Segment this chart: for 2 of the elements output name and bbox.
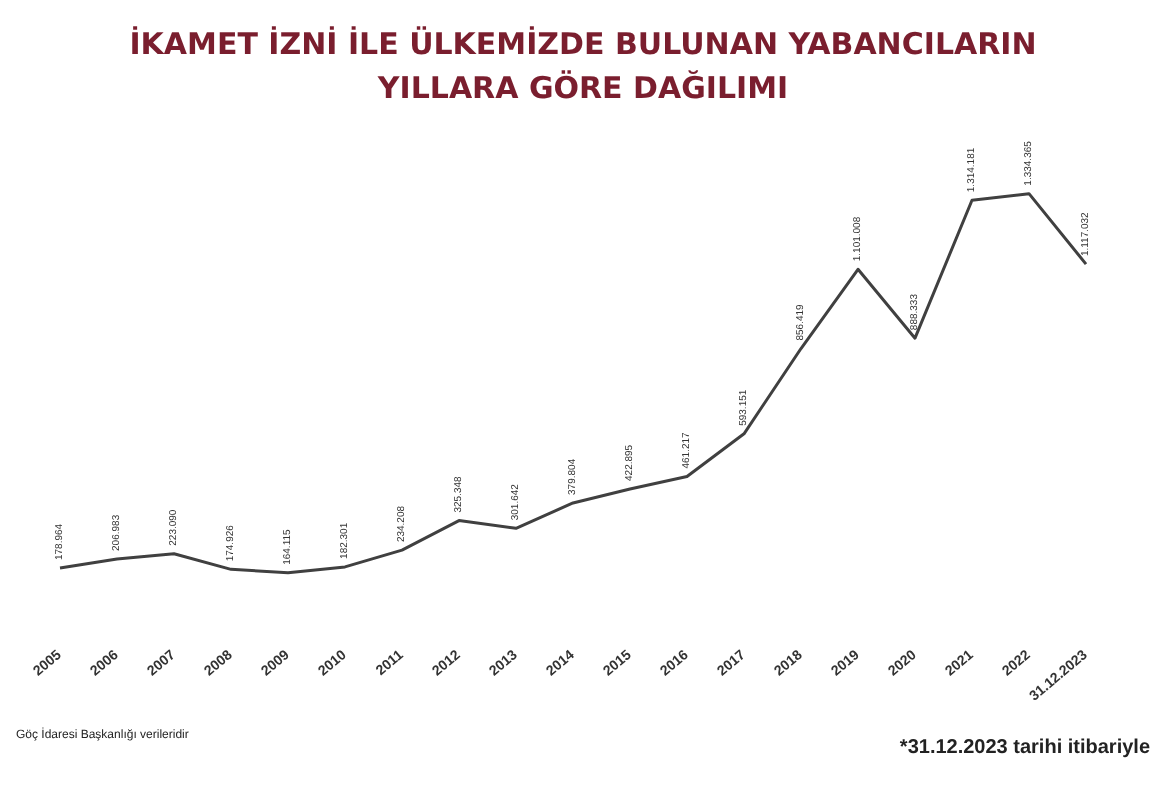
text: *31.12.2023 tarihi itibariyle: [899, 737, 1151, 759]
chart-title: İKAMET İZNİ İLE ÜLKEMİZDE BULUNAN YABANCILARIN YILLARA GÖRE DAĞILIMI: [129, 26, 1037, 106]
